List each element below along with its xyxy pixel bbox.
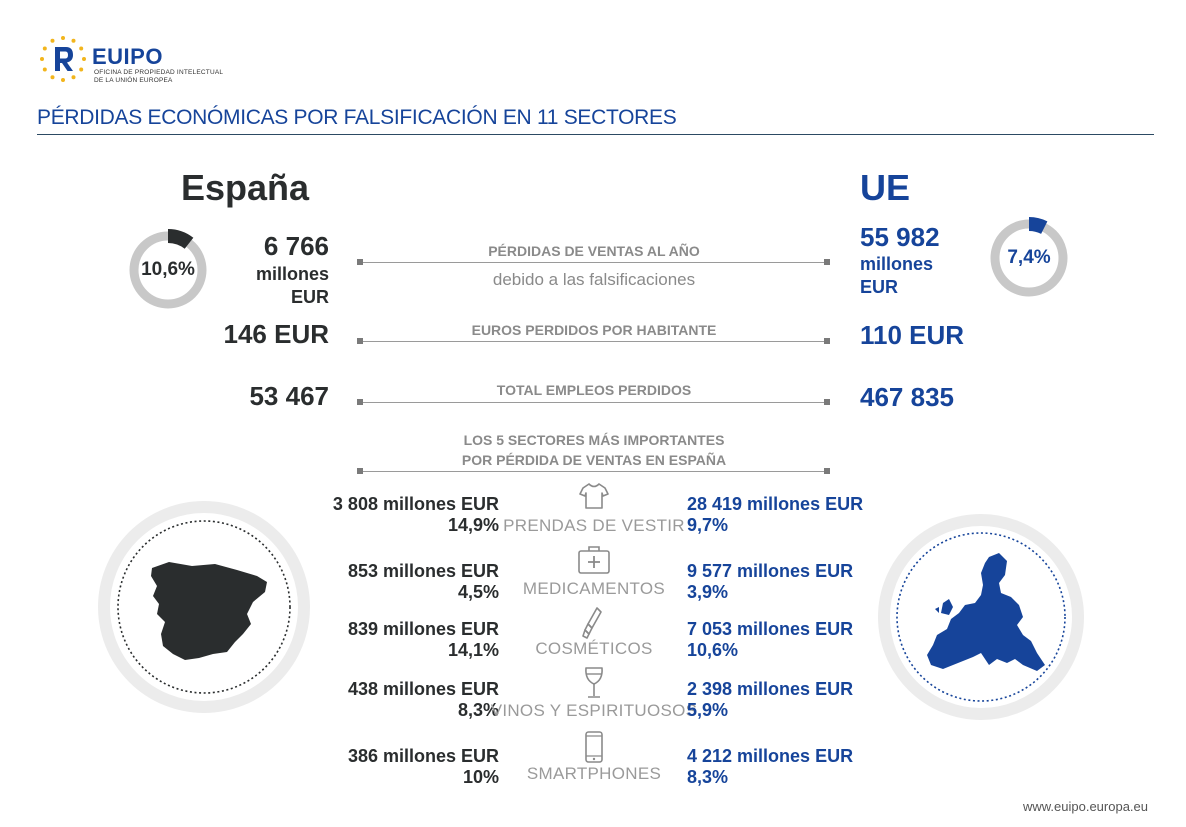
eu-sales-loss-unit: millones — [860, 254, 934, 274]
sector-name: VINOS Y ESPIRITUOSOS — [490, 701, 698, 720]
divider-dot — [824, 468, 830, 474]
sector-eu-value: 9 577 millones EUR — [687, 561, 854, 581]
sector-name: MEDICAMENTOS — [522, 579, 666, 598]
spain-share-percent: 10,6% — [141, 259, 195, 280]
sector-spain-percent: 8,3% — [457, 700, 499, 720]
sector-name: SMARTPHONES — [526, 764, 662, 783]
sector-eu-percent: 10,6% — [687, 640, 739, 660]
eu-share-percent: 7,4% — [1007, 247, 1051, 268]
eu-share-donut — [988, 217, 1070, 299]
spain-jobs-lost-value: 53 467 — [249, 381, 329, 411]
logo-subtitle: OFICINA DE PROPIEDAD INTELECTUAL — [94, 69, 224, 76]
title-divider — [37, 134, 1154, 135]
divider-dot — [824, 338, 830, 344]
lipstick-icon — [582, 607, 602, 639]
spain-sales-loss-unit: millones — [255, 264, 329, 284]
divider-dot — [357, 259, 363, 265]
sector-eu-value: 4 212 millones EUR — [687, 746, 854, 766]
eu-jobs-lost-value: 467 835 — [860, 382, 954, 412]
sectors-header-line2: POR PÉRDIDA DE VENTAS EN ESPAÑA — [461, 452, 727, 468]
sector-spain-value: 386 millones EUR — [347, 746, 499, 766]
sector-eu-percent: 5,9% — [687, 700, 729, 720]
column-heading-eu: UE — [860, 167, 911, 208]
divider-dot — [357, 399, 363, 405]
sector-eu-percent: 3,9% — [687, 582, 729, 602]
sector-eu-percent: 9,7% — [687, 515, 729, 535]
sector-eu-value: 7 053 millones EUR — [687, 619, 854, 639]
jobs-lost-label: TOTAL EMPLEOS PERDIDOS — [496, 382, 692, 398]
spain-map-icon — [151, 562, 267, 660]
spain-sales-loss-unit: EUR — [290, 287, 329, 307]
sector-spain-percent: 14,9% — [447, 515, 499, 535]
divider-dot — [824, 399, 830, 405]
divider-dot — [357, 468, 363, 474]
sector-spain-value: 839 millones EUR — [347, 619, 499, 639]
spain-map-badge — [98, 501, 310, 713]
column-heading-spain: España — [181, 167, 310, 208]
eu-map-icon — [927, 553, 1045, 671]
eu-per-capita-value: 110 EUR — [860, 320, 965, 350]
sector-spain-value: 438 millones EUR — [347, 679, 499, 699]
footer-url[interactable]: www.euipo.europa.eu — [1022, 799, 1148, 814]
eu-sales-loss-value: 55 982 — [860, 222, 940, 252]
logo-name: EUIPO — [92, 44, 163, 69]
logo-subtitle: DE LA UNIÓN EUROPEA — [94, 77, 173, 84]
divider-dot — [357, 338, 363, 344]
sector-spain-value: 3 808 millones EUR — [332, 494, 499, 514]
smartphone-icon — [585, 731, 603, 763]
sector-eu-value: 28 419 millones EUR — [687, 494, 864, 514]
sales-loss-label: PÉRDIDAS DE VENTAS AL AÑO — [488, 243, 700, 259]
spain-per-capita-value: 146 EUR — [223, 319, 330, 349]
eu-map-badge — [878, 514, 1084, 720]
sector-eu-percent: 8,3% — [687, 767, 729, 787]
per-capita-label: EUROS PERDIDOS POR HABITANTE — [471, 322, 717, 338]
page-title: PÉRDIDAS ECONÓMICAS POR FALSIFICACIÓN EN… — [37, 106, 677, 129]
sector-eu-value: 2 398 millones EUR — [687, 679, 854, 699]
sector-spain-percent: 10% — [462, 767, 499, 787]
euipo-logo-icon — [40, 36, 86, 82]
jobs-lost-divider — [359, 402, 827, 403]
sales-loss-sublabel: debido a las falsificaciones — [492, 270, 696, 289]
sector-spain-percent: 4,5% — [457, 582, 499, 602]
medical-kit-icon — [578, 546, 610, 574]
eu-sales-loss-unit: EUR — [860, 277, 899, 297]
sector-name: COSMÉTICOS — [535, 639, 653, 658]
sector-name: PRENDAS DE VESTIR — [503, 516, 685, 535]
sector-spain-value: 853 millones EUR — [347, 561, 499, 581]
sectors-header-divider — [359, 471, 827, 472]
sectors-header-line1: LOS 5 SECTORES MÁS IMPORTANTES — [463, 432, 725, 448]
sales-loss-divider — [359, 262, 827, 263]
spain-sales-loss-value: 6 766 — [263, 231, 329, 261]
divider-dot — [824, 259, 830, 265]
tshirt-icon — [579, 483, 609, 509]
sector-spain-percent: 14,1% — [447, 640, 499, 660]
wine-glass-icon — [585, 667, 603, 698]
per-capita-divider — [359, 341, 827, 342]
donut-arc — [127, 229, 209, 311]
spain-share-donut — [127, 229, 209, 311]
donut-arc — [988, 217, 1070, 299]
